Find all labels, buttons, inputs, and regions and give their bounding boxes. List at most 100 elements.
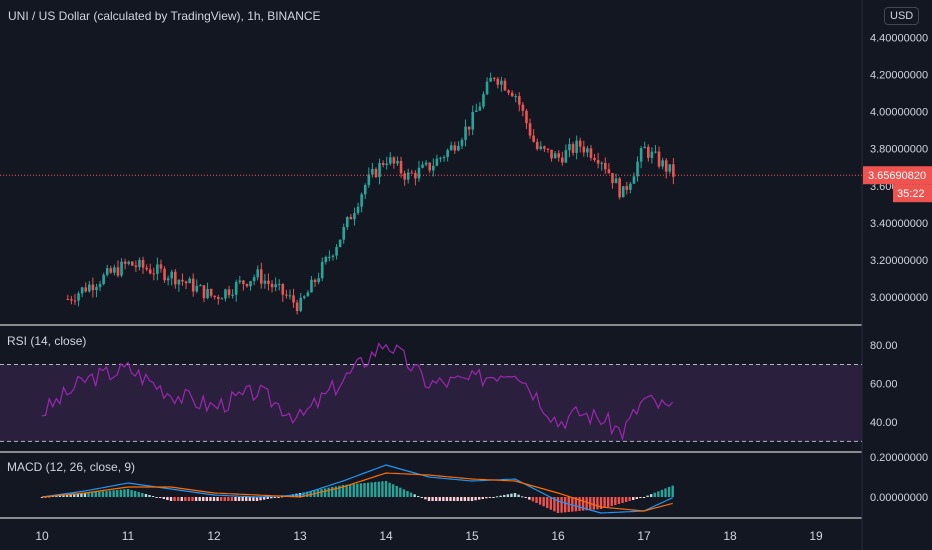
- candle-body: [561, 157, 564, 163]
- candle-body: [403, 173, 406, 180]
- macd-histogram-bar: [571, 497, 574, 512]
- macd-histogram-bar: [406, 491, 409, 497]
- currency-button[interactable]: USD: [884, 7, 920, 25]
- macd-histogram-bar: [223, 497, 226, 501]
- candle-body: [242, 280, 245, 285]
- macd-histogram-bar: [277, 497, 280, 498]
- macd-histogram-bar: [614, 497, 617, 505]
- macd-histogram-bar: [90, 492, 94, 497]
- candle-body: [604, 162, 607, 170]
- macd-histogram-bar: [159, 497, 162, 498]
- candle-body: [564, 150, 568, 163]
- macd-histogram-bar: [456, 497, 459, 501]
- macd-histogram-bar: [657, 491, 660, 497]
- macd-histogram-bar: [574, 497, 578, 512]
- candle-body: [134, 265, 138, 268]
- macd-histogram-bar: [485, 497, 488, 499]
- price-tick-label: 3.20000000: [870, 255, 928, 267]
- candle-body: [528, 123, 532, 136]
- macd-histogram-bar: [352, 484, 355, 497]
- candle-body: [109, 268, 113, 273]
- candle-body: [127, 261, 131, 264]
- macd-histogram-bar: [180, 497, 183, 501]
- macd-histogram-bar: [101, 491, 105, 497]
- candle-body: [77, 293, 80, 301]
- candle-body: [664, 160, 668, 172]
- price-tick-label: 4.40000000: [870, 32, 928, 44]
- macd-histogram-bar: [624, 497, 628, 502]
- candle-body: [274, 284, 277, 288]
- macd-histogram-bar: [141, 493, 144, 497]
- candle-body: [392, 157, 396, 164]
- macd-histogram-bar: [381, 481, 384, 497]
- macd-histogram-bar: [671, 485, 674, 497]
- candle-body: [550, 149, 553, 159]
- macd-histogram-bar: [126, 489, 130, 497]
- macd-histogram-bar: [434, 497, 438, 501]
- candle-body: [596, 160, 600, 164]
- macd-tick-label: 0.20000000: [870, 452, 928, 464]
- macd-histogram-bar: [108, 490, 112, 497]
- candle-body: [432, 165, 435, 171]
- candle-body: [252, 277, 256, 282]
- candle-body: [131, 261, 134, 266]
- candle-body: [414, 173, 417, 179]
- macd-histogram-bar: [69, 494, 72, 497]
- rsi-line: [41, 341, 674, 442]
- macd-histogram-bar: [266, 497, 269, 499]
- macd-histogram-bar: [452, 497, 456, 501]
- candle-body: [553, 153, 557, 159]
- candle-body: [209, 288, 213, 296]
- macd-histogram-bar: [463, 497, 467, 501]
- macd-histogram-bar: [646, 495, 649, 497]
- macd-histogram-bar: [474, 497, 477, 501]
- macd-histogram-bar: [535, 497, 538, 503]
- candle-body: [195, 285, 199, 292]
- macd-histogram-bar: [563, 497, 567, 513]
- macd-histogram-bar: [248, 497, 252, 501]
- candle-body: [217, 296, 220, 299]
- x-tick-label: 14: [379, 529, 393, 543]
- candle-body: [73, 300, 77, 302]
- macd-histogram-bar: [366, 482, 370, 497]
- macd-histogram-bar: [216, 497, 219, 501]
- macd-histogram-bar: [481, 497, 484, 499]
- macd-histogram-bar: [402, 489, 406, 497]
- candle-body: [467, 126, 471, 130]
- candle-body: [525, 110, 528, 124]
- candle-body: [188, 278, 191, 284]
- macd-histogram-bar: [531, 497, 535, 502]
- last-price-label: 3.65690820: [868, 170, 926, 182]
- rsi-band: [0, 364, 862, 442]
- macd-histogram-bar: [621, 497, 624, 503]
- macd-histogram-bar: [241, 497, 244, 501]
- macd-histogram-bar: [144, 494, 148, 497]
- macd-histogram-bar: [492, 497, 495, 498]
- macd-histogram-bar: [80, 493, 83, 497]
- candle-body: [421, 164, 424, 168]
- price-tick-label: 3.80000000: [870, 144, 928, 156]
- candle-body: [342, 227, 346, 240]
- macd-histogram-bar: [230, 497, 234, 501]
- macd-histogram-bar: [653, 492, 656, 497]
- candle-body: [224, 289, 227, 299]
- macd-histogram-bar: [538, 497, 542, 505]
- candle-body: [231, 294, 234, 296]
- x-tick-label: 17: [637, 529, 651, 543]
- candle-body: [263, 280, 267, 284]
- candle-body: [647, 146, 650, 158]
- candle-body: [141, 259, 145, 268]
- candle-body: [138, 259, 141, 268]
- macd-histogram-bar: [202, 497, 205, 501]
- macd-histogram-bar: [155, 497, 158, 498]
- macd-histogram-bar: [205, 497, 209, 501]
- macd-histogram-bar: [560, 497, 563, 513]
- candle-body: [324, 256, 328, 263]
- candle-body: [442, 157, 446, 159]
- macd-histogram-bar: [262, 497, 266, 500]
- candle-body: [636, 161, 639, 177]
- macd-histogram-bar: [273, 497, 277, 498]
- candle-body: [213, 295, 217, 297]
